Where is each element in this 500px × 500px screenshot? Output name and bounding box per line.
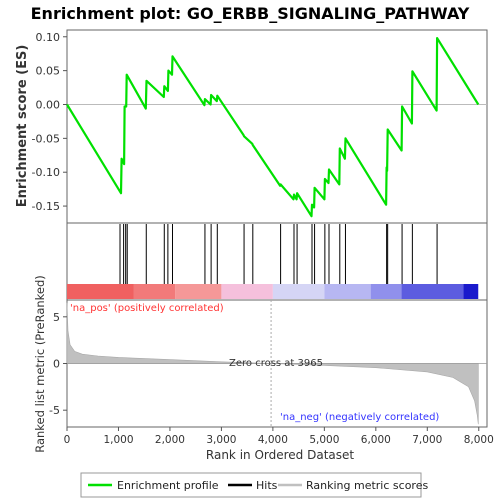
x-axis-ticks: 0 1,000 2,000 3,000 4,000 5,000 6,000 7,000 8,00… (64, 427, 494, 446)
color-band-segment (463, 284, 479, 299)
es-y-tick-label: 0.05 (36, 65, 61, 78)
metric-y-axis-label: Ranked list metric (PreRanked) (33, 275, 47, 453)
enrichment-score-panel (66, 29, 488, 224)
enrichment-profile-line (66, 36, 480, 218)
x-tick-label: 4,000 (258, 434, 288, 446)
metric-y-tick-label: 5 (53, 311, 60, 324)
color-band-segment (175, 284, 222, 299)
correlation-color-band (67, 284, 479, 299)
na-pos-label: 'na_pos' (positively correlated) (70, 303, 224, 314)
x-tick-label: 6,000 (361, 434, 391, 446)
na-neg-label: 'na_neg' (negatively correlated) (280, 412, 439, 423)
es-y-ticks: 0.10 0.05 0.00 -0.05 -0.10 -0.15 (32, 31, 67, 213)
x-tick-label: 8,000 (464, 434, 494, 446)
x-tick-label: 0 (64, 434, 71, 446)
es-y-tick-label: 0.10 (36, 31, 61, 44)
color-band-segment (401, 284, 464, 299)
legend-label-metric: Ranking metric scores (306, 479, 428, 492)
color-band-segment (221, 284, 273, 299)
color-band-segment (324, 284, 371, 299)
x-tick-label: 2,000 (155, 434, 185, 446)
color-band-segment (370, 284, 402, 299)
x-tick-label: 3,000 (206, 434, 236, 446)
color-band-segment (67, 284, 134, 299)
x-tick-label: 5,000 (309, 434, 339, 446)
x-axis-label: Rank in Ordered Dataset (206, 448, 354, 462)
legend-label-hits: Hits (256, 479, 278, 492)
plot-title: Enrichment plot: GO_ERBB_SIGNALING_PATHW… (31, 4, 470, 23)
hit-lines (119, 224, 438, 284)
color-band-segment (272, 284, 325, 299)
zero-cross-label: Zero cross at 3965 (229, 358, 323, 369)
color-band-segment (133, 284, 176, 299)
x-tick-label: 7,000 (412, 434, 442, 446)
es-y-tick-label: 0.00 (36, 98, 61, 111)
metric-y-tick-label: -5 (49, 404, 60, 417)
es-y-tick-label: -0.10 (32, 166, 60, 179)
metric-y-tick-label: 0 (53, 358, 60, 371)
legend: Enrichment profile Hits Ranking metric s… (80, 472, 428, 498)
es-y-tick-label: -0.05 (32, 132, 60, 145)
legend-label-enrichment: Enrichment profile (117, 479, 219, 492)
es-y-axis-label: Enrichment score (ES) (15, 45, 30, 208)
metric-y-ticks: 5 0 -5 (49, 311, 67, 417)
x-tick-label: 1,000 (103, 434, 133, 446)
enrichment-profile-path (66, 36, 480, 218)
es-y-tick-label: -0.15 (32, 200, 60, 213)
